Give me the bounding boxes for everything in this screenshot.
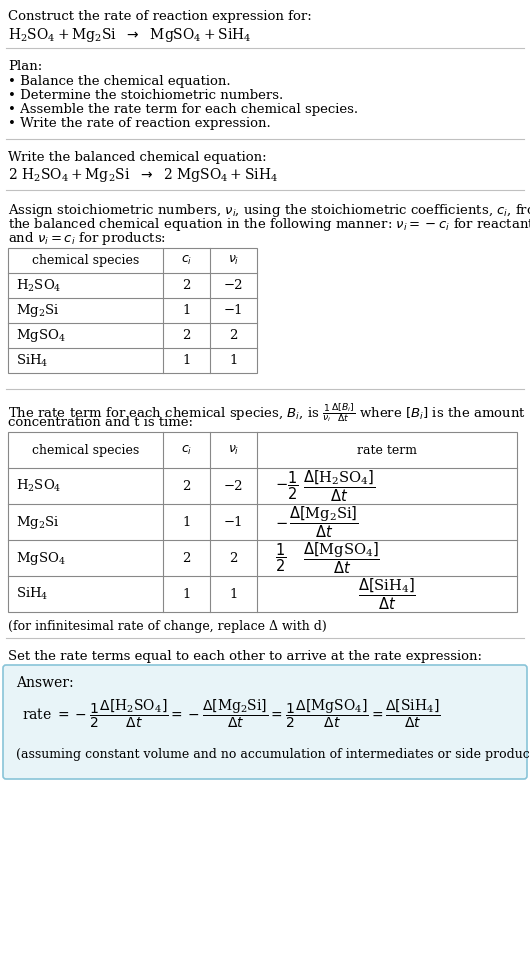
Text: 2: 2	[229, 329, 237, 342]
Text: −2: −2	[224, 279, 243, 292]
Bar	[8, 248, 257, 373]
Text: the balanced chemical equation in the following manner: $\nu_i = -c_i$ for react: the balanced chemical equation in the fo…	[8, 216, 530, 233]
Text: −1: −1	[224, 304, 243, 317]
Text: $-$: $-$	[275, 515, 288, 529]
Text: 1: 1	[182, 587, 191, 601]
Text: Write the balanced chemical equation:: Write the balanced chemical equation:	[8, 151, 267, 164]
Text: $\dfrac{\Delta[\mathregular{Mg_2Si}]}{\Delta t}$: $\dfrac{\Delta[\mathregular{Mg_2Si}]}{\D…	[289, 505, 358, 540]
Text: −1: −1	[224, 515, 243, 528]
Text: $\mathregular{MgSO_4}$: $\mathregular{MgSO_4}$	[16, 550, 66, 566]
Text: (for infinitesimal rate of change, replace Δ with d): (for infinitesimal rate of change, repla…	[8, 620, 327, 633]
Text: chemical species: chemical species	[32, 444, 139, 457]
Text: Assign stoichiometric numbers, $\nu_i$, using the stoichiometric coefficients, $: Assign stoichiometric numbers, $\nu_i$, …	[8, 202, 530, 219]
Text: $-\dfrac{1}{2}$: $-\dfrac{1}{2}$	[275, 469, 298, 503]
Text: The rate term for each chemical species, $B_i$, is $\frac{1}{\nu_i}\frac{\Delta[: The rate term for each chemical species,…	[8, 401, 526, 424]
Text: $\nu_i$: $\nu_i$	[228, 254, 239, 268]
Text: 2: 2	[182, 279, 191, 292]
Text: −2: −2	[224, 479, 243, 493]
Text: 2: 2	[182, 329, 191, 342]
FancyBboxPatch shape	[3, 665, 527, 779]
Text: $\mathregular{H_2SO_4}$: $\mathregular{H_2SO_4}$	[16, 478, 61, 494]
Text: $\mathregular{Mg_2Si}$: $\mathregular{Mg_2Si}$	[16, 514, 59, 530]
Text: $\dfrac{\Delta[\mathregular{H_2SO_4}]}{\Delta t}$: $\dfrac{\Delta[\mathregular{H_2SO_4}]}{\…	[303, 468, 375, 504]
Text: $\mathregular{2\ H_2SO_4 + Mg_2Si}$  $\rightarrow$  $\mathregular{2\ MgSO_4 + Si: $\mathregular{2\ H_2SO_4 + Mg_2Si}$ $\ri…	[8, 166, 278, 184]
Text: 1: 1	[182, 354, 191, 367]
Text: $\mathregular{H_2SO_4}$: $\mathregular{H_2SO_4}$	[16, 277, 61, 294]
Text: • Write the rate of reaction expression.: • Write the rate of reaction expression.	[8, 117, 271, 130]
Text: 1: 1	[182, 304, 191, 317]
Text: $\dfrac{\Delta[\mathregular{SiH_4}]}{\Delta t}$: $\dfrac{\Delta[\mathregular{SiH_4}]}{\De…	[358, 576, 416, 612]
Text: $c_i$: $c_i$	[181, 444, 192, 457]
Text: 2: 2	[229, 552, 237, 564]
Text: • Balance the chemical equation.: • Balance the chemical equation.	[8, 75, 231, 88]
Text: 2: 2	[182, 552, 191, 564]
Text: 1: 1	[229, 587, 237, 601]
Text: Answer:: Answer:	[16, 676, 74, 690]
Text: $\dfrac{1}{2}$: $\dfrac{1}{2}$	[275, 542, 286, 574]
Text: $\dfrac{\Delta[\mathregular{MgSO_4}]}{\Delta t}$: $\dfrac{\Delta[\mathregular{MgSO_4}]}{\D…	[303, 540, 380, 576]
Text: $\mathregular{Mg_2Si}$: $\mathregular{Mg_2Si}$	[16, 302, 59, 319]
Text: 2: 2	[182, 479, 191, 493]
Text: $\nu_i$: $\nu_i$	[228, 444, 239, 457]
Text: $c_i$: $c_i$	[181, 254, 192, 268]
Text: 1: 1	[229, 354, 237, 367]
Text: $\mathregular{H_2SO_4 + Mg_2Si}$  $\rightarrow$  $\mathregular{MgSO_4 + SiH_4}$: $\mathregular{H_2SO_4 + Mg_2Si}$ $\right…	[8, 26, 252, 44]
Text: (assuming constant volume and no accumulation of intermediates or side products): (assuming constant volume and no accumul…	[16, 748, 530, 761]
Text: $\mathregular{MgSO_4}$: $\mathregular{MgSO_4}$	[16, 327, 66, 344]
Text: • Determine the stoichiometric numbers.: • Determine the stoichiometric numbers.	[8, 89, 283, 102]
Text: Construct the rate of reaction expression for:: Construct the rate of reaction expressio…	[8, 10, 312, 23]
Text: chemical species: chemical species	[32, 254, 139, 267]
Text: Plan:: Plan:	[8, 60, 42, 73]
Text: • Assemble the rate term for each chemical species.: • Assemble the rate term for each chemic…	[8, 103, 358, 116]
Text: and $\nu_i = c_i$ for products:: and $\nu_i = c_i$ for products:	[8, 230, 166, 247]
Text: rate term: rate term	[357, 444, 417, 457]
Text: concentration and t is time:: concentration and t is time:	[8, 416, 193, 429]
Text: Set the rate terms equal to each other to arrive at the rate expression:: Set the rate terms equal to each other t…	[8, 650, 482, 663]
Text: 1: 1	[182, 515, 191, 528]
Text: $\mathregular{SiH_4}$: $\mathregular{SiH_4}$	[16, 353, 49, 368]
Bar	[8, 432, 517, 612]
Text: $\mathregular{SiH_4}$: $\mathregular{SiH_4}$	[16, 586, 49, 602]
Text: rate $= -\dfrac{1}{2}\dfrac{\Delta[\mathregular{H_2SO_4}]}{\Delta t} = -\dfrac{\: rate $= -\dfrac{1}{2}\dfrac{\Delta[\math…	[22, 698, 440, 730]
